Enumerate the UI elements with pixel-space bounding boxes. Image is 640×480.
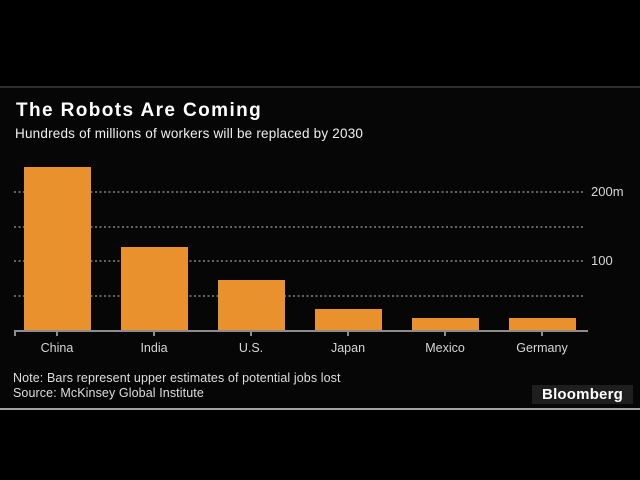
chart-note: Note: Bars represent upper estimates of … (13, 371, 341, 385)
chart-title: The Robots Are Coming (16, 100, 263, 121)
chart-panel (0, 86, 640, 410)
chart-subtitle: Hundreds of millions of workers will be … (15, 126, 364, 141)
bloomberg-logo: Bloomberg (532, 385, 633, 404)
chart-source: Source: McKinsey Global Institute (13, 386, 204, 400)
